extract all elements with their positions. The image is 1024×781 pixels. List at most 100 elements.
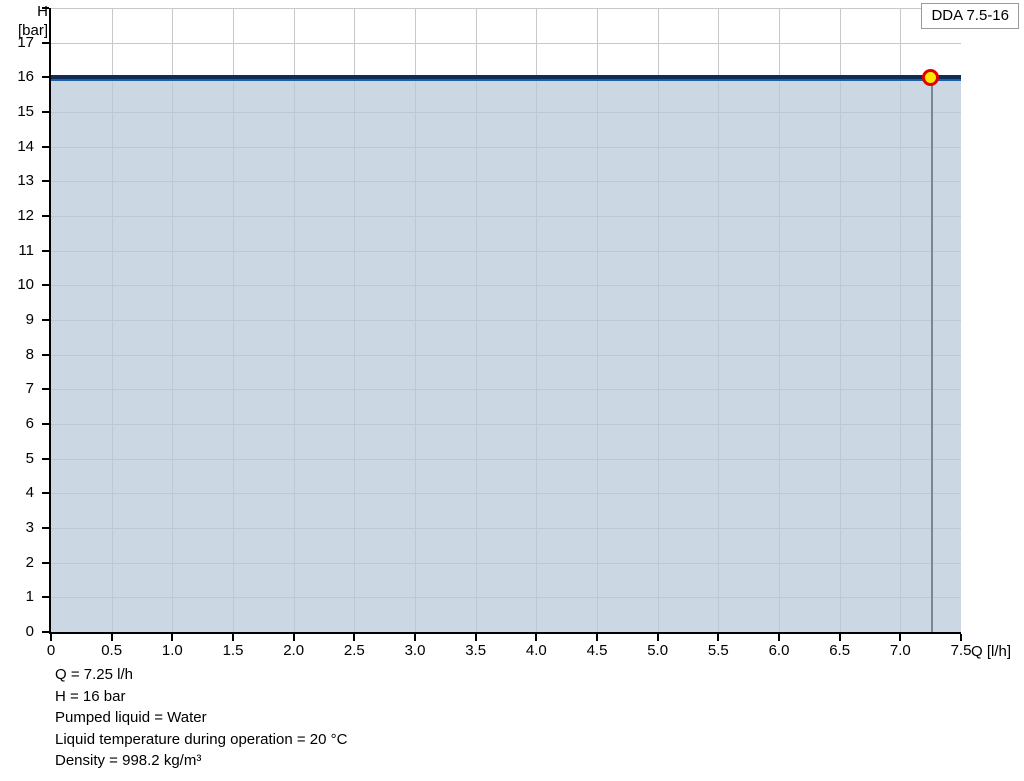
x-axis-tick xyxy=(535,634,538,641)
x-axis-tick-label: 3.0 xyxy=(404,642,426,659)
legend-model-box: DDA 7.5-16 xyxy=(921,3,1019,29)
annotation-density: Density = 998.2 kg/m³ xyxy=(55,752,202,769)
x-axis-tick xyxy=(656,634,659,641)
grid-line-horizontal xyxy=(51,319,961,321)
x-axis-tick-label: 6.0 xyxy=(768,642,790,659)
x-axis-tick-label: 7.5 xyxy=(950,642,972,659)
y-axis-tick xyxy=(42,284,49,287)
y-axis-tick xyxy=(42,319,49,321)
y-axis-tick-label: 3 xyxy=(25,519,34,536)
x-axis-tick-label: 5.0 xyxy=(647,642,669,659)
duty-point-marker[interactable] xyxy=(922,68,940,86)
grid-line-horizontal xyxy=(51,458,961,460)
annotation-liquid: Pumped liquid = Water xyxy=(55,709,207,726)
annotation-temperature: Liquid temperature during operation = 20… xyxy=(55,730,348,748)
x-axis-tick xyxy=(292,634,295,641)
grid-line-horizontal xyxy=(51,597,961,599)
x-axis-tick xyxy=(110,634,113,641)
y-axis-tick-label: 9 xyxy=(25,311,34,328)
x-axis-tick-label: 1.0 xyxy=(161,642,183,659)
y-axis-title: H [bar] xyxy=(4,2,48,40)
y-axis-tick-label: 8 xyxy=(25,345,34,363)
x-axis-tick xyxy=(171,634,174,641)
grid-line-horizontal xyxy=(51,354,961,356)
y-axis-tick xyxy=(42,457,49,460)
x-axis-tick xyxy=(960,634,962,641)
y-axis-title-symbol: H xyxy=(37,3,48,20)
y-axis-tick xyxy=(42,76,49,79)
y-axis-tick-label: 4 xyxy=(25,484,34,502)
y-axis-tick xyxy=(42,249,49,252)
y-axis-tick xyxy=(42,145,49,148)
y-axis-tick-label: 12 xyxy=(17,207,34,224)
pump-curve xyxy=(51,75,961,80)
x-axis-tick xyxy=(778,634,780,641)
grid-line-horizontal xyxy=(51,527,961,529)
annotation-flow: Q = 7.25 l/h xyxy=(55,666,133,683)
x-axis-tick xyxy=(474,634,477,641)
y-axis-tick xyxy=(42,631,49,633)
y-axis-tick-label: 15 xyxy=(17,103,34,120)
x-axis-tick-label: 0 xyxy=(46,642,56,659)
y-axis-tick xyxy=(42,561,49,564)
x-axis-tick-label: 4.0 xyxy=(525,642,547,659)
y-axis-tick-label: 6 xyxy=(25,415,34,432)
y-axis-tick xyxy=(42,388,49,391)
grid-line-horizontal xyxy=(51,493,961,495)
y-axis-line xyxy=(49,8,51,634)
legend-model-label: DDA 7.5-16 xyxy=(931,7,1009,24)
y-axis-tick xyxy=(42,423,49,425)
y-axis-tick-label: 16 xyxy=(17,68,34,86)
x-axis-tick xyxy=(717,634,720,641)
x-axis-tick xyxy=(50,634,52,641)
y-axis-tick-label: 11 xyxy=(18,241,34,259)
y-axis-title-unit: [bar] xyxy=(17,22,48,39)
grid-line-horizontal xyxy=(51,146,961,148)
y-axis-tick-label: 13 xyxy=(17,172,34,190)
grid-line-horizontal xyxy=(51,285,961,287)
x-axis-tick-label: 2.0 xyxy=(283,642,305,659)
pump-curve-secondary xyxy=(51,78,961,82)
y-axis-tick-label: 14 xyxy=(17,137,34,155)
x-axis-tick-label: 0.5 xyxy=(101,642,123,659)
x-axis-tick xyxy=(838,634,841,641)
y-axis-tick xyxy=(42,180,49,183)
y-axis-tick-label: 1 xyxy=(25,588,34,606)
y-axis-tick-label: 17 xyxy=(17,33,34,51)
grid-line-horizontal xyxy=(51,181,961,183)
x-axis-tick xyxy=(596,634,598,641)
y-axis-tick xyxy=(42,215,49,217)
x-axis-tick xyxy=(353,634,356,641)
grid-line-horizontal xyxy=(51,562,961,564)
annotation-block: Q = 7.25 l/h H = 16 bar Pumped liquid = … xyxy=(55,664,347,772)
y-axis-tick xyxy=(42,111,49,113)
plot-area xyxy=(51,8,961,632)
grid-line-horizontal xyxy=(51,423,961,425)
y-axis-tick-label: 10 xyxy=(17,276,34,294)
y-axis-tick xyxy=(42,492,49,495)
grid-line-horizontal xyxy=(51,215,961,217)
x-axis-tick xyxy=(232,634,234,641)
y-axis-tick-label: 5 xyxy=(25,449,34,467)
grid-line-horizontal xyxy=(51,389,961,391)
grid-line-horizontal xyxy=(51,42,961,44)
y-axis-tick-label: 7 xyxy=(25,380,34,398)
y-axis-tick xyxy=(42,527,49,529)
grid-line-horizontal xyxy=(51,8,961,9)
x-axis-tick-label: 5.5 xyxy=(707,642,729,659)
y-axis-tick xyxy=(42,41,49,44)
grid-line-horizontal xyxy=(51,111,961,113)
x-axis-tick-label: 4.5 xyxy=(586,642,608,659)
annotation-head: H = 16 bar xyxy=(55,687,126,705)
y-axis-tick-label: 2 xyxy=(25,553,34,571)
x-axis-tick xyxy=(899,634,902,641)
y-axis-tick-label: 0 xyxy=(25,623,34,640)
x-axis-tick-label: 2.5 xyxy=(343,642,365,659)
x-axis-line xyxy=(49,632,961,634)
duty-point-dropline xyxy=(930,77,933,632)
operating-range-fill xyxy=(51,77,961,632)
y-axis-tick xyxy=(42,353,49,356)
x-axis-tick xyxy=(414,634,416,641)
y-axis-tick xyxy=(42,7,49,9)
